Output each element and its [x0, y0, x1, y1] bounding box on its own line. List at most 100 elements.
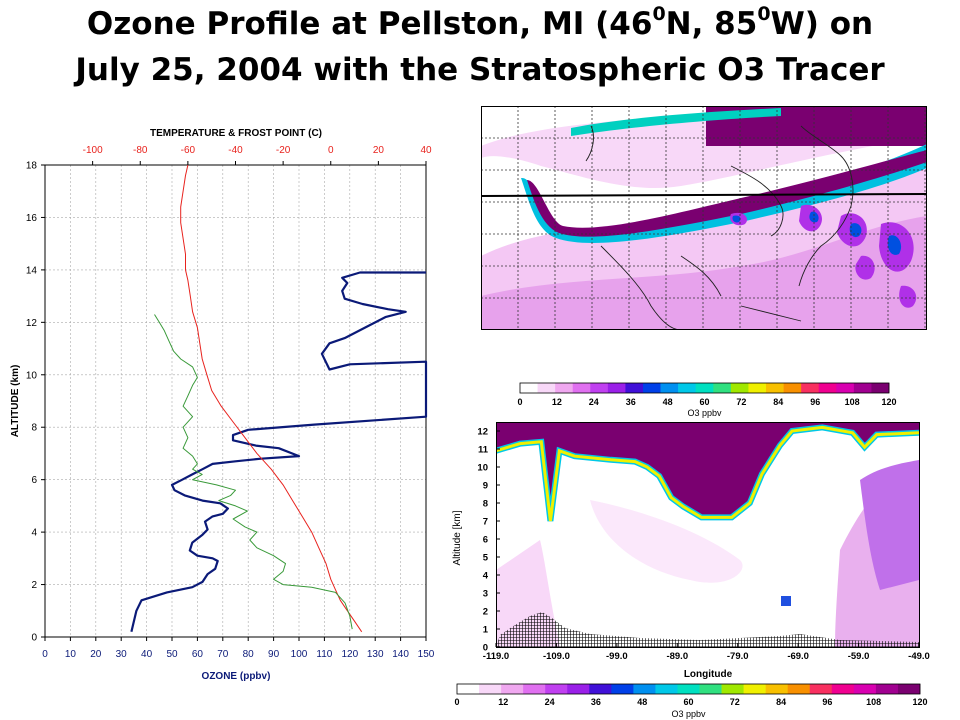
temperature-tick-label: 0: [328, 145, 334, 156]
profile-series: [130, 164, 428, 633]
colorbar-swatch: [713, 383, 732, 393]
colorbar-swatch: [743, 684, 766, 694]
profile-ticks: 0 10 20 30 40 50 60 70 80 90 100 110 120 130 140 150-10…: [26, 145, 435, 660]
xsec-altitude-tick-label: 2: [483, 607, 488, 618]
colorbar-tick-label: 72: [736, 397, 746, 407]
colorbar-swatch: [783, 383, 802, 393]
xsec-altitude-tick-label: 7: [483, 517, 488, 528]
ozone-tick-label: 130: [367, 649, 384, 660]
altitude-tick-label: 16: [26, 213, 38, 224]
xsec-tropopause-layer: [496, 422, 919, 521]
longitude-tick-label: -99.0: [606, 651, 628, 662]
ozone-tick-label: 50: [166, 649, 178, 660]
xsec-altitude-tick-label: 8: [483, 499, 488, 510]
colorbar-swatch: [677, 684, 700, 694]
colorbar-swatch: [643, 383, 661, 393]
xsec-haze-center: [590, 500, 743, 583]
ozone-tick-label: 140: [392, 649, 409, 660]
colorbar-top: 0 12 24 36 48 60 72 84 96 108 120 O3 ppbv: [517, 382, 897, 418]
colorbar-swatch: [695, 383, 714, 393]
xsec-ticks: -119.0 -109.0 -99.0 -89.0 -79.0 -69.0 -59.0 -49…: [477, 427, 929, 663]
map-frame: [481, 106, 927, 330]
longitude-tick-label: -59.0: [848, 651, 870, 662]
colorbar-tick-label: 72: [730, 697, 740, 707]
colorbar-label: O3 ppbv: [687, 408, 722, 418]
map-lat-lon-grid: [481, 106, 927, 330]
colorbar-swatch: [523, 684, 546, 694]
ozone-tick-label: 150: [418, 649, 435, 660]
altitude-tick-label: 0: [31, 633, 37, 644]
colorbar-swatch: [871, 383, 890, 393]
xsec-haze-right-dark: [860, 460, 919, 590]
temperature-tick-label: 40: [420, 145, 432, 156]
longitude-tick-label: -109.0: [543, 651, 570, 662]
xsec-altitude-tick-label: 9: [483, 481, 488, 492]
colorbar-tick-label: 60: [683, 697, 693, 707]
colorbar-swatch: [699, 684, 722, 694]
profile-grid: [45, 165, 426, 637]
slide-title-line-1: Ozone Profile at Pellston, MI (460N, 850…: [86, 3, 874, 43]
ozone-tick-label: 30: [116, 649, 128, 660]
temperature-tick-label: -40: [228, 145, 243, 156]
colorbar-swatch: [611, 684, 634, 694]
colorbar-swatch: [831, 684, 855, 694]
temperature-axis-title: TEMPERATURE & FROST POINT (C): [150, 128, 322, 139]
cross-section-chart: -119.0 -109.0 -99.0 -89.0 -79.0 -69.0 -59.0 -49…: [452, 422, 930, 680]
colorbar-tick-label: 12: [498, 697, 508, 707]
ozone-tick-label: 10: [65, 649, 77, 660]
ozone-profile-line: [130, 271, 428, 633]
xsec-frame: [496, 422, 920, 648]
longitude-tick-label: -69.0: [787, 651, 809, 662]
colorbar-bottom: 0 12 24 36 48 60 72 84 96 108 120 O3 ppbv: [454, 683, 928, 719]
longitude-tick-label: -79.0: [727, 651, 749, 662]
xsec-ylabel: Altitude [km]: [452, 510, 463, 565]
colorbar-swatch: [607, 383, 626, 393]
xsec-isolated-cell: [781, 596, 791, 606]
map-cells-blue: [732, 211, 902, 255]
ozone-tick-label: 100: [291, 649, 308, 660]
colorbar-tick-label: 108: [845, 397, 860, 407]
xsec-tropopause-gradient-outer: [496, 425, 919, 522]
colorbar-tick-label: 120: [912, 697, 927, 707]
xsec-altitude-tick-label: 0: [483, 643, 488, 654]
xsec-altitude-tick-label: 11: [478, 445, 489, 456]
colorbar-tick-label: 108: [866, 697, 881, 707]
colorbar-swatch: [555, 383, 574, 393]
colorbar-swatch: [501, 684, 524, 694]
xsec-altitude-tick-label: 5: [483, 553, 489, 564]
colorbar-tick-label: 96: [822, 697, 832, 707]
colorbar-tick-label: 96: [810, 397, 820, 407]
xsec-terrain: [496, 612, 919, 647]
temperature-profile-line: [180, 164, 363, 633]
o3-tracer-map: [481, 106, 927, 330]
altitude-tick-label: 2: [31, 580, 37, 591]
temperature-tick-label: 20: [373, 145, 385, 156]
colorbar-tick-label: 0: [517, 397, 522, 407]
altitude-tick-label: 4: [31, 528, 37, 539]
ozone-tick-label: 120: [341, 649, 358, 660]
ozone-tick-label: 110: [316, 649, 332, 660]
temperature-tick-label: -20: [276, 145, 291, 156]
xsec-altitude-tick-label: 4: [483, 571, 489, 582]
altitude-tick-label: 6: [31, 475, 37, 486]
ozone-tick-label: 0: [42, 649, 48, 660]
colorbar-swatch: [721, 684, 744, 694]
colorbar-tick-label: 0: [454, 697, 459, 707]
colorbar-swatch: [537, 383, 556, 393]
ozone-tick-label: 70: [217, 649, 229, 660]
frost-point-profile-line: [154, 314, 353, 630]
colorbar-swatch: [853, 383, 872, 393]
colorbar-swatch: [678, 383, 697, 393]
colorbar-swatch: [572, 383, 591, 393]
colorbar-swatch: [625, 383, 644, 393]
map-cross-section-line: [481, 193, 927, 197]
temperature-tick-label: -60: [181, 145, 196, 156]
colorbar-tick-label: 120: [881, 397, 896, 407]
colorbar-swatch: [748, 383, 767, 393]
colorbar-swatch: [589, 684, 612, 694]
colorbar-swatch: [818, 383, 837, 393]
altitude-axis-title: ALTITUDE (km): [10, 365, 21, 438]
colorbar-frame: [456, 683, 921, 695]
xsec-altitude-tick-label: 6: [483, 535, 488, 546]
colorbar-tick-label: 12: [552, 397, 562, 407]
